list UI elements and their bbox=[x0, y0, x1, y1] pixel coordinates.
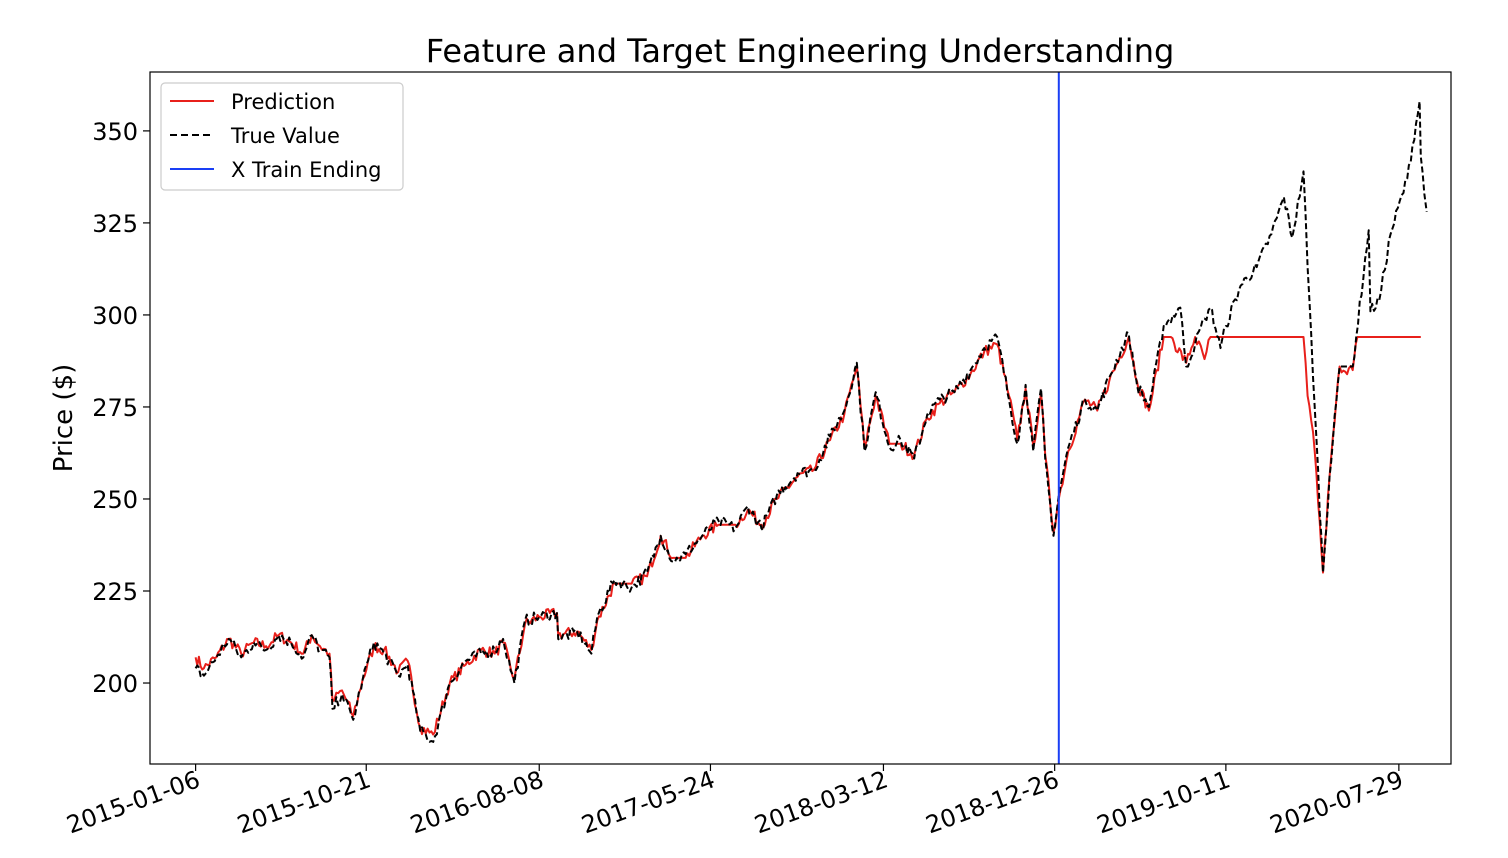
y-tick-label: 200 bbox=[92, 670, 138, 698]
x-tick-label: 2018-03-12 bbox=[751, 765, 892, 839]
y-tick-label: 225 bbox=[92, 578, 138, 606]
x-tick-label: 2019-10-11 bbox=[1093, 765, 1234, 839]
legend-label-train-ending: X Train Ending bbox=[231, 158, 382, 182]
x-tick-label: 2015-10-21 bbox=[234, 765, 375, 839]
plot-area bbox=[149, 71, 1452, 765]
y-tick-label: 325 bbox=[92, 210, 138, 238]
x-tick-label: 2016-08-08 bbox=[407, 765, 548, 839]
y-axis-label: Price ($) bbox=[49, 364, 79, 473]
x-tick-label: 2020-07-29 bbox=[1266, 765, 1407, 839]
y-tick-label: 275 bbox=[92, 394, 138, 422]
x-tick-label: 2017-05-24 bbox=[578, 765, 719, 839]
series-layer bbox=[194, 72, 1428, 764]
x-axis: 2015-01-06 2015-10-21 2016-08-08 2017-05-24… bbox=[63, 764, 1407, 839]
y-axis: 200 225 250 275 300 325 350 bbox=[92, 118, 150, 698]
chart-title: Feature and Target Engineering Understan… bbox=[426, 32, 1175, 70]
legend-label-prediction: Prediction bbox=[231, 90, 335, 114]
series-line-true-value bbox=[194, 100, 1428, 743]
y-tick-label: 250 bbox=[92, 486, 138, 514]
legend-label-true-value: True Value bbox=[230, 124, 340, 148]
y-tick-label: 300 bbox=[92, 302, 138, 330]
series-line-prediction bbox=[194, 336, 1421, 736]
legend: Prediction True Value X Train Ending bbox=[160, 82, 404, 191]
y-tick-label: 350 bbox=[92, 118, 138, 146]
x-tick-label: 2015-01-06 bbox=[63, 765, 204, 839]
x-tick-label: 2018-12-26 bbox=[922, 765, 1063, 839]
plot-frame bbox=[149, 71, 1452, 765]
legend-box bbox=[160, 82, 404, 191]
